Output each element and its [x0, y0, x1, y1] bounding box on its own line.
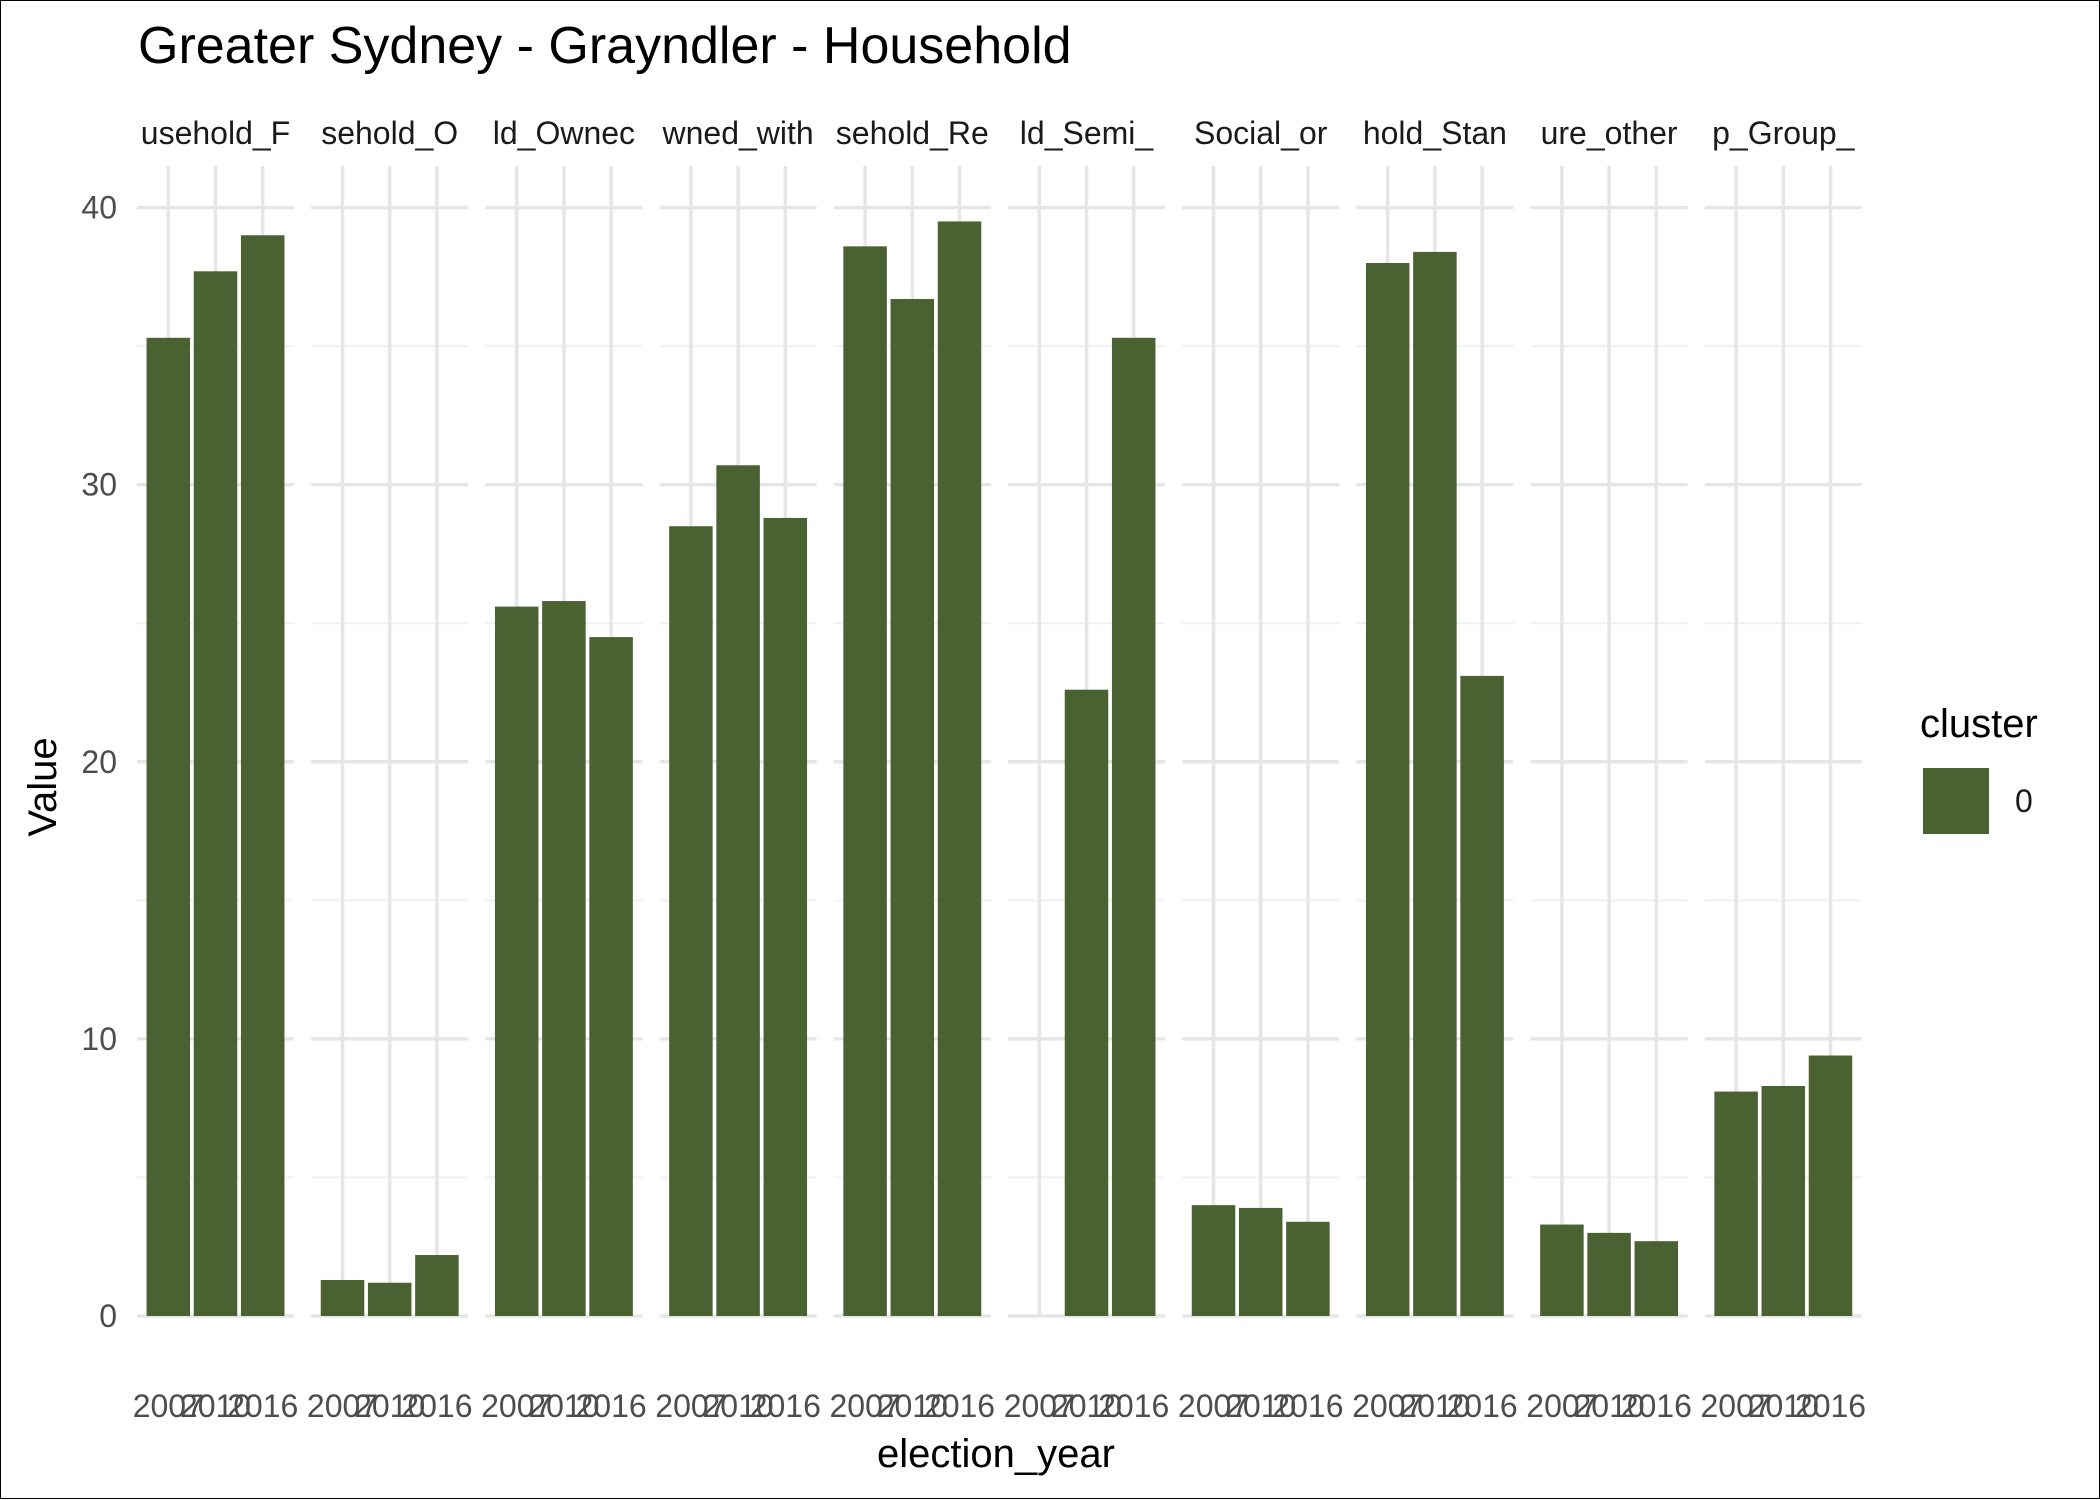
facet-strip-label: ld_Ownec: [493, 115, 635, 151]
facet-strip-label: sehold_Re: [836, 115, 989, 151]
x-tick-label: 2007: [1004, 1388, 1075, 1424]
chart-title: Greater Sydney - Grayndler - Household: [138, 17, 1072, 75]
bar: [716, 465, 760, 1316]
x-tick-label: 2007: [830, 1388, 901, 1424]
bar: [542, 601, 586, 1316]
bar: [1286, 1221, 1330, 1316]
x-tick-label: 2007: [655, 1388, 726, 1424]
x-tick-label: 2007: [1701, 1388, 1772, 1424]
x-tick-label: 2010: [354, 1388, 425, 1424]
legend-title: cluster: [1920, 702, 2038, 746]
facet-strip-label: p_Group_: [1712, 115, 1856, 151]
bar: [240, 235, 285, 1317]
x-tick-label: 2016: [924, 1388, 995, 1424]
bar: [843, 246, 887, 1316]
x-tick-label: 2010: [180, 1388, 251, 1424]
bar: [1413, 251, 1457, 1317]
x-tick-label: 2016: [1272, 1388, 1343, 1424]
facet-strip-label: Social_or: [1194, 115, 1328, 151]
x-axis-title: election_year: [877, 1432, 1115, 1476]
legend: cluster 0: [1920, 702, 2038, 834]
x-tick-label: 2007: [481, 1388, 552, 1424]
bar: [937, 221, 982, 1317]
bar: [320, 1279, 365, 1316]
bar: [415, 1255, 459, 1316]
y-tick-label: 40: [81, 190, 117, 226]
bar: [146, 337, 191, 1316]
x-tick-label: 2007: [1352, 1388, 1423, 1424]
bar: [669, 526, 713, 1316]
x-tick-label: 2007: [1178, 1388, 1249, 1424]
bar: [1808, 1055, 1853, 1316]
bar: [589, 637, 633, 1316]
x-tick-label: 2010: [528, 1388, 599, 1424]
x-tick-label: 2010: [703, 1388, 774, 1424]
x-tick-label: 2016: [750, 1388, 821, 1424]
legend-label-cluster-0: 0: [2015, 783, 2033, 819]
facet-strip-label: sehold_O: [321, 115, 458, 151]
bar: [1540, 1224, 1584, 1316]
x-tick-label: 2010: [877, 1388, 948, 1424]
bar: [1191, 1205, 1236, 1316]
bar: [494, 606, 539, 1316]
x-tick-label: 2016: [1098, 1388, 1169, 1424]
bar: [1111, 337, 1156, 1316]
bar: [1761, 1086, 1806, 1316]
bar: [1365, 262, 1410, 1317]
x-tick-label: 2010: [1051, 1388, 1122, 1424]
y-axis: 0 10 20 30 40: [81, 190, 117, 1334]
bar: [1634, 1241, 1679, 1316]
bar: [1587, 1232, 1631, 1316]
bar: [367, 1282, 412, 1316]
bar: [763, 517, 808, 1316]
bar: [1064, 689, 1109, 1316]
bar: [1238, 1207, 1283, 1316]
facet-panels: usehold_F200720102016sehold_O20072010201…: [133, 115, 1866, 1424]
x-tick-label: 2007: [307, 1388, 378, 1424]
y-tick-label: 10: [81, 1021, 117, 1057]
x-tick-label: 2010: [1225, 1388, 1296, 1424]
facet-strip-label: wned_with: [661, 115, 813, 151]
facet-strip-label: hold_Stan: [1363, 115, 1507, 151]
x-tick-label: 2016: [576, 1388, 647, 1424]
bar: [1460, 675, 1504, 1316]
facet-strip-label: ld_Semi_: [1020, 115, 1155, 151]
bar: [193, 271, 238, 1316]
x-tick-label: 2010: [1399, 1388, 1470, 1424]
x-tick-label: 2010: [1574, 1388, 1645, 1424]
y-axis-title: Value: [21, 737, 65, 836]
x-tick-label: 2016: [401, 1388, 472, 1424]
bar: [1714, 1091, 1758, 1316]
y-tick-label: 30: [81, 467, 117, 503]
x-tick-label: 2016: [1621, 1388, 1692, 1424]
legend-key-cluster-0: [1923, 768, 1989, 834]
x-tick-label: 2010: [1748, 1388, 1819, 1424]
facet-strip-label: usehold_F: [141, 115, 290, 151]
facet-strip-label: ure_other: [1541, 115, 1678, 151]
x-tick-label: 2016: [227, 1388, 298, 1424]
x-tick-label: 2016: [1795, 1388, 1866, 1424]
y-tick-label: 0: [99, 1298, 117, 1334]
x-tick-label: 2007: [1526, 1388, 1597, 1424]
y-tick-label: 20: [81, 744, 117, 780]
x-tick-label: 2016: [1447, 1388, 1518, 1424]
bar: [890, 299, 935, 1316]
x-tick-label: 2007: [133, 1388, 204, 1424]
